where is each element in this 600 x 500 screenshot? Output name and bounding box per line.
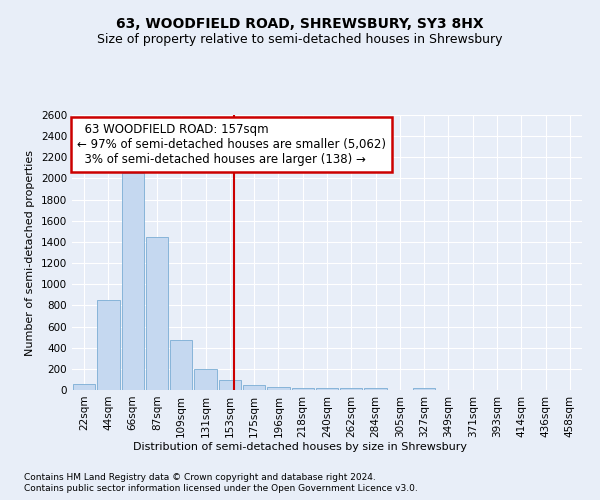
Bar bbox=[97, 300, 119, 390]
Bar bbox=[316, 388, 338, 390]
Bar bbox=[194, 369, 217, 390]
Bar bbox=[413, 388, 436, 390]
Bar bbox=[364, 388, 387, 390]
Bar bbox=[170, 340, 193, 390]
Bar bbox=[267, 387, 290, 390]
Text: 63, WOODFIELD ROAD, SHREWSBURY, SY3 8HX: 63, WOODFIELD ROAD, SHREWSBURY, SY3 8HX bbox=[116, 18, 484, 32]
Bar bbox=[218, 380, 241, 390]
Bar bbox=[340, 388, 362, 390]
Text: Size of property relative to semi-detached houses in Shrewsbury: Size of property relative to semi-detach… bbox=[97, 32, 503, 46]
Text: 63 WOODFIELD ROAD: 157sqm
← 97% of semi-detached houses are smaller (5,062)
  3%: 63 WOODFIELD ROAD: 157sqm ← 97% of semi-… bbox=[77, 123, 386, 166]
Y-axis label: Number of semi-detached properties: Number of semi-detached properties bbox=[25, 150, 35, 356]
Text: Contains HM Land Registry data © Crown copyright and database right 2024.: Contains HM Land Registry data © Crown c… bbox=[24, 472, 376, 482]
Text: Contains public sector information licensed under the Open Government Licence v3: Contains public sector information licen… bbox=[24, 484, 418, 493]
Text: Distribution of semi-detached houses by size in Shrewsbury: Distribution of semi-detached houses by … bbox=[133, 442, 467, 452]
Bar bbox=[122, 173, 144, 390]
Bar bbox=[243, 385, 265, 390]
Bar bbox=[73, 384, 95, 390]
Bar bbox=[146, 236, 168, 390]
Bar bbox=[292, 388, 314, 390]
